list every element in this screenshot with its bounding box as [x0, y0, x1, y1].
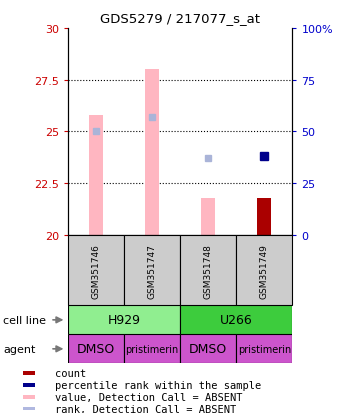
Text: count: count	[54, 368, 86, 378]
Bar	[23, 383, 35, 387]
Bar	[124, 235, 180, 306]
Bar	[180, 306, 292, 335]
Bar	[23, 371, 35, 375]
Bar	[236, 235, 292, 306]
Bar	[180, 335, 236, 363]
Text: pristimerin: pristimerin	[238, 344, 291, 354]
Text: GSM351746: GSM351746	[91, 243, 101, 298]
Title: GDS5279 / 217077_s_at: GDS5279 / 217077_s_at	[100, 12, 260, 25]
Bar	[236, 335, 292, 363]
Text: GSM351749: GSM351749	[260, 243, 269, 298]
Bar	[89, 116, 103, 235]
Text: pristimerin: pristimerin	[125, 344, 179, 354]
Bar	[68, 235, 124, 306]
Text: H929: H929	[107, 313, 141, 327]
Text: rank, Detection Call = ABSENT: rank, Detection Call = ABSENT	[54, 404, 236, 413]
Text: GSM351747: GSM351747	[148, 243, 157, 298]
Text: percentile rank within the sample: percentile rank within the sample	[54, 380, 261, 390]
Bar	[23, 407, 35, 411]
Bar	[201, 198, 215, 235]
Bar	[23, 395, 35, 399]
Text: DMSO: DMSO	[189, 342, 227, 356]
Text: DMSO: DMSO	[77, 342, 115, 356]
Text: cell line: cell line	[3, 315, 46, 325]
Bar	[68, 306, 180, 335]
Bar	[257, 198, 271, 235]
Text: agent: agent	[3, 344, 36, 354]
Bar	[180, 235, 236, 306]
Text: value, Detection Call = ABSENT: value, Detection Call = ABSENT	[54, 392, 242, 402]
Text: GSM351748: GSM351748	[204, 243, 213, 298]
Bar	[124, 335, 180, 363]
Bar	[68, 335, 124, 363]
Text: U266: U266	[220, 313, 253, 327]
Bar	[145, 70, 159, 235]
